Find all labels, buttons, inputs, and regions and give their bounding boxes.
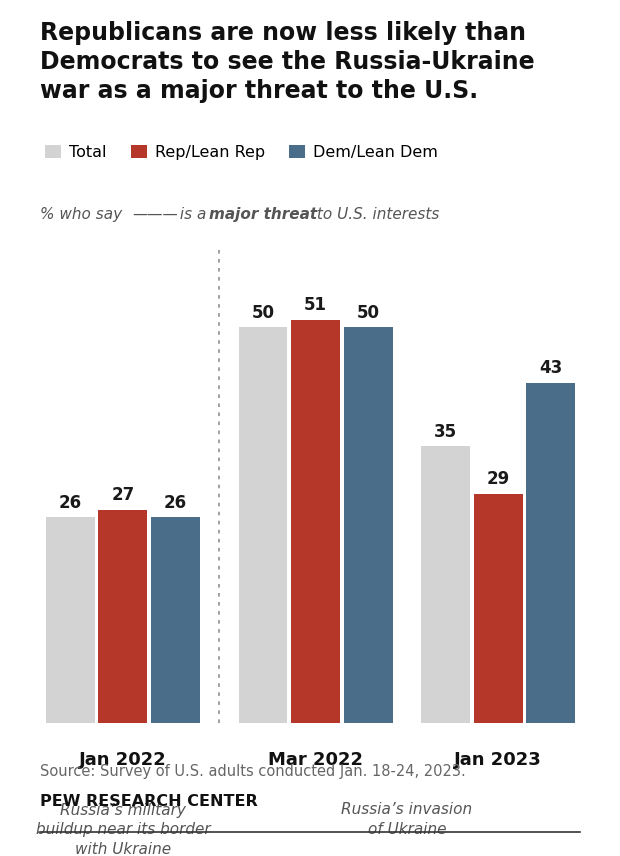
Text: PEW RESEARCH CENTER: PEW RESEARCH CENTER — [40, 794, 258, 810]
Legend: Total, Rep/Lean Rep, Dem/Lean Dem: Total, Rep/Lean Rep, Dem/Lean Dem — [45, 145, 438, 160]
Bar — [474, 494, 523, 723]
Bar — [99, 509, 148, 723]
Text: Source: Survey of U.S. adults conducted Jan. 18-24, 2023.: Source: Survey of U.S. adults conducted … — [40, 764, 466, 779]
Bar — [151, 517, 200, 723]
Text: Russia’s invasion
of Ukraine: Russia’s invasion of Ukraine — [342, 803, 472, 837]
Text: 50: 50 — [356, 304, 379, 322]
Text: Russia’s military
buildup near its border
with Ukraine: Russia’s military buildup near its borde… — [35, 803, 210, 856]
Text: 43: 43 — [539, 360, 562, 377]
Text: 26: 26 — [164, 494, 187, 512]
Bar — [46, 517, 95, 723]
Text: Jan 2022: Jan 2022 — [79, 751, 167, 769]
Text: Jan 2023: Jan 2023 — [454, 751, 542, 769]
Bar — [421, 446, 470, 723]
Text: 50: 50 — [252, 304, 275, 322]
Bar — [239, 327, 288, 723]
Text: major threat: major threat — [209, 207, 317, 223]
Text: 51: 51 — [304, 296, 327, 314]
Text: Mar 2022: Mar 2022 — [268, 751, 363, 769]
Text: ———: ——— — [132, 207, 178, 223]
Text: 26: 26 — [59, 494, 82, 512]
Bar — [291, 319, 340, 723]
Text: 35: 35 — [434, 423, 457, 441]
Text: is a: is a — [175, 207, 211, 223]
Text: 29: 29 — [487, 470, 510, 488]
Bar — [343, 327, 392, 723]
Text: % who say: % who say — [40, 207, 127, 223]
Text: to U.S. interests: to U.S. interests — [312, 207, 439, 223]
Bar — [526, 383, 575, 723]
Text: 27: 27 — [111, 486, 135, 504]
Text: Republicans are now less likely than
Democrats to see the Russia-Ukraine
war as : Republicans are now less likely than Dem… — [40, 21, 535, 103]
